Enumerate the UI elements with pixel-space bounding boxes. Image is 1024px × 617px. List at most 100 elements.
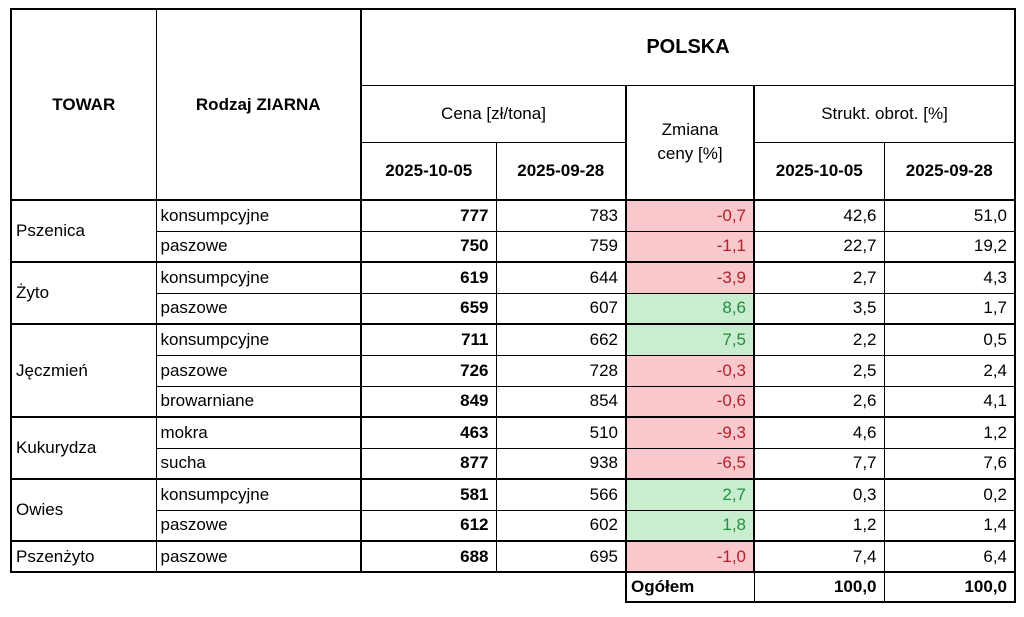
share-previous-cell: 19,2 <box>883 230 1016 263</box>
change-header-line2: ceny [%] <box>657 144 723 164</box>
share-previous-cell: 4,1 <box>883 385 1016 418</box>
share-current-cell: 42,6 <box>753 199 885 232</box>
price-current-cell: 711 <box>360 323 497 356</box>
price-change-cell: -1,0 <box>625 540 755 573</box>
share-current-cell: 3,5 <box>753 292 885 325</box>
table-row: paszowe 612 602 1,8 1,2 1,4 <box>11 509 1016 542</box>
grain-price-table: TOWAR Rodzaj ZIARNA POLSKA Cena [zł/tona… <box>10 8 1016 603</box>
footer-total-label: Ogółem <box>625 571 755 603</box>
price-change-cell: -6,5 <box>625 447 755 480</box>
commodity-cell: Pszenica <box>10 199 157 263</box>
price-change-cell: -0,7 <box>625 199 755 232</box>
header-row-region: TOWAR Rodzaj ZIARNA POLSKA <box>10 8 1016 201</box>
share-current-cell: 2,2 <box>753 323 885 356</box>
grain-type-cell: paszowe <box>155 540 362 573</box>
price-previous-cell: 602 <box>495 509 627 542</box>
share-previous-cell: 1,7 <box>883 292 1016 325</box>
table-row: sucha 877 938 -6,5 7,7 7,6 <box>11 447 1016 480</box>
price-change-cell: -3,9 <box>625 261 755 294</box>
price-current-cell: 581 <box>360 478 497 511</box>
table-row: Pszenica konsumpcyjne 777 783 -0,7 42,6 51,0 <box>10 199 1016 263</box>
commodity-cell: Żyto <box>10 261 157 325</box>
table-footer: Ogółem 100,0 100,0 <box>11 571 1016 603</box>
share-current-cell: 0,3 <box>753 478 885 511</box>
price-date-current-header: 2025-10-05 <box>360 141 497 201</box>
table-row: Żyto konsumpcyjne 619 644 -3,9 2,7 4,3 <box>10 261 1016 325</box>
price-date-previous-header: 2025-09-28 <box>495 141 627 201</box>
change-column-header: Zmiana ceny [%] <box>625 84 755 201</box>
price-previous-cell: 728 <box>495 354 627 387</box>
share-previous-cell: 7,6 <box>883 447 1016 480</box>
table-row: Jęczmień konsumpcyjne 711 662 7,5 2,2 0,5 <box>10 323 1016 418</box>
price-previous-cell: 662 <box>495 323 627 356</box>
table-row: paszowe 659 607 8,6 3,5 1,7 <box>11 292 1016 325</box>
table-row: Owies konsumpcyjne 581 566 2,7 0,3 0,2 <box>10 478 1016 542</box>
grain-type-cell: konsumpcyjne <box>155 323 362 356</box>
grain-type-cell: konsumpcyjne <box>155 199 362 232</box>
price-current-cell: 463 <box>360 416 497 449</box>
table-row: paszowe 750 759 -1,1 22,7 19,2 <box>11 230 1016 263</box>
header-row-dates: 2025-10-05 2025-09-28 2025-10-05 2025-09… <box>11 141 1016 201</box>
commodity-cell: Kukurydza <box>10 416 157 480</box>
column-header-towar: TOWAR <box>10 8 157 201</box>
table-header: TOWAR Rodzaj ZIARNA POLSKA Cena [zł/tona… <box>10 8 1016 201</box>
share-group-header: Strukt. obrot. [%] <box>753 84 1016 143</box>
grain-price-table-sheet: TOWAR Rodzaj ZIARNA POLSKA Cena [zł/tona… <box>10 8 1016 603</box>
price-change-cell: -9,3 <box>625 416 755 449</box>
price-current-cell: 688 <box>360 540 497 573</box>
share-date-previous-header: 2025-09-28 <box>883 141 1016 201</box>
share-previous-cell: 0,5 <box>883 323 1016 356</box>
table-row: Pszenżyto paszowe 688 695 -1,0 7,4 6,4 <box>10 540 1016 573</box>
grain-type-cell: browarniane <box>155 385 362 418</box>
price-current-cell: 612 <box>360 509 497 542</box>
price-previous-cell: 695 <box>495 540 627 573</box>
price-previous-cell: 566 <box>495 478 627 511</box>
price-current-cell: 726 <box>360 354 497 387</box>
grain-type-cell: mokra <box>155 416 362 449</box>
price-change-cell: 8,6 <box>625 292 755 325</box>
share-previous-cell: 2,4 <box>883 354 1016 387</box>
price-current-cell: 877 <box>360 447 497 480</box>
table-row: paszowe 726 728 -0,3 2,5 2,4 <box>11 354 1016 387</box>
table-row: browarniane 849 854 -0,6 2,6 4,1 <box>11 385 1016 418</box>
price-current-cell: 619 <box>360 261 497 294</box>
price-group-header: Cena [zł/tona] <box>360 84 627 143</box>
share-current-cell: 2,7 <box>753 261 885 294</box>
price-change-cell: 2,7 <box>625 478 755 511</box>
share-previous-cell: 4,3 <box>883 261 1016 294</box>
price-previous-cell: 854 <box>495 385 627 418</box>
price-change-cell: 1,8 <box>625 509 755 542</box>
share-current-cell: 2,6 <box>753 385 885 418</box>
share-previous-cell: 6,4 <box>883 540 1016 573</box>
table-footer-row: Ogółem 100,0 100,0 <box>11 571 1016 603</box>
table-row: Kukurydza mokra 463 510 -9,3 4,6 1,2 <box>10 416 1016 480</box>
commodity-cell: Jęczmień <box>10 323 157 418</box>
price-previous-cell: 510 <box>495 416 627 449</box>
share-previous-cell: 0,2 <box>883 478 1016 511</box>
share-current-cell: 2,5 <box>753 354 885 387</box>
grain-type-cell: paszowe <box>155 354 362 387</box>
grain-type-cell: sucha <box>155 447 362 480</box>
share-previous-cell: 1,4 <box>883 509 1016 542</box>
price-previous-cell: 759 <box>495 230 627 263</box>
price-previous-cell: 783 <box>495 199 627 232</box>
share-current-cell: 4,6 <box>753 416 885 449</box>
grain-type-cell: paszowe <box>155 509 362 542</box>
header-row-groups: Cena [zł/tona] Zmiana ceny [%] Strukt. o… <box>11 84 1016 201</box>
share-current-cell: 1,2 <box>753 509 885 542</box>
commodity-cell: Owies <box>10 478 157 542</box>
grain-type-cell: konsumpcyjne <box>155 478 362 511</box>
share-current-cell: 7,7 <box>753 447 885 480</box>
grain-type-cell: paszowe <box>155 292 362 325</box>
footer-share-current-cell: 100,0 <box>753 571 885 603</box>
table-body: Pszenica konsumpcyjne 777 783 -0,7 42,6 51,0 pa… <box>10 199 1016 573</box>
share-current-cell: 22,7 <box>753 230 885 263</box>
column-header-rodzaj: Rodzaj ZIARNA <box>155 8 362 201</box>
price-change-cell: -0,3 <box>625 354 755 387</box>
price-current-cell: 750 <box>360 230 497 263</box>
change-header-line1: Zmiana <box>661 120 719 140</box>
grain-type-cell: paszowe <box>155 230 362 263</box>
price-previous-cell: 938 <box>495 447 627 480</box>
price-current-cell: 777 <box>360 199 497 232</box>
share-current-cell: 7,4 <box>753 540 885 573</box>
